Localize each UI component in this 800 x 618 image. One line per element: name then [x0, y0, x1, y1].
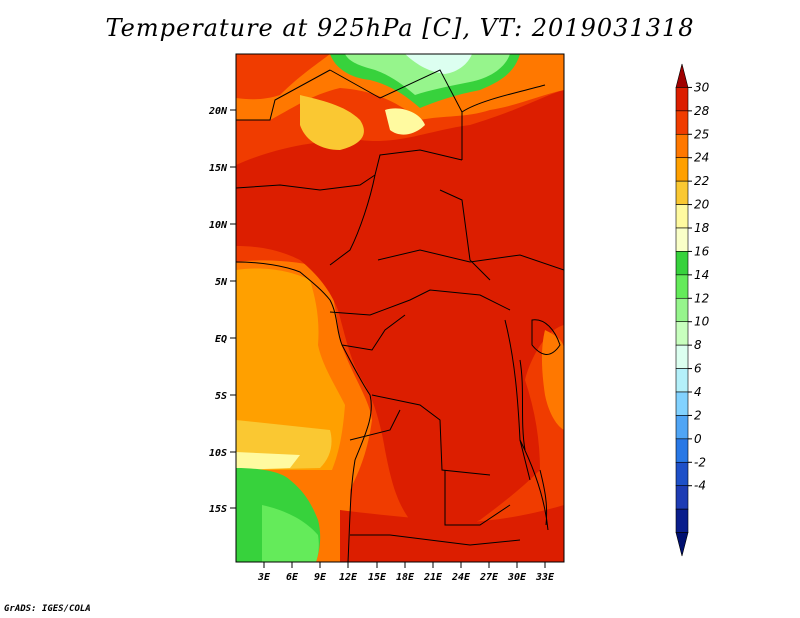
field-darkred-south	[340, 505, 564, 562]
colorbar-swatch	[675, 508, 689, 533]
colorbar-label: 8	[694, 338, 702, 352]
border-2	[329, 69, 463, 160]
lat-label: 10S	[209, 448, 227, 459]
colorbar-label: 12	[694, 291, 709, 305]
border-12	[504, 319, 531, 481]
border-9	[341, 314, 406, 351]
field-light-orange-west	[236, 268, 345, 470]
lat-label: 5N	[215, 277, 228, 288]
lon-label: 15E	[368, 572, 387, 583]
field-orange-east	[541, 330, 564, 430]
colorbar-swatch	[675, 415, 689, 440]
lon-label: 21E	[423, 572, 443, 583]
colorbar-label: 16	[694, 244, 710, 258]
colorbar-swatch	[675, 461, 689, 487]
colorbar-swatch	[675, 532, 689, 557]
field-redorange-nw	[236, 54, 330, 100]
colorbar-label: 22	[694, 174, 709, 188]
colorbar-swatch	[675, 227, 689, 252]
lat-label: 15S	[209, 504, 227, 515]
border-4	[236, 149, 463, 191]
colorbar-label: 6	[694, 362, 702, 376]
colorbar-label: 30	[694, 80, 710, 94]
temperature-field	[236, 54, 564, 562]
lon-label: 27E	[479, 572, 499, 583]
colorbar-swatch	[675, 274, 689, 299]
border-6	[439, 189, 491, 281]
colorbar-swatch	[675, 321, 689, 346]
colorbar-swatch	[675, 204, 689, 229]
field-pale-yellow-west	[236, 452, 300, 470]
colorbar-label: 14	[694, 268, 709, 282]
border-14	[350, 534, 521, 546]
lon-label: 33E	[535, 572, 555, 583]
colorbar-label: 28	[694, 104, 710, 118]
border-7	[377, 249, 564, 271]
map-frame	[235, 53, 565, 563]
lat-label: 20N	[208, 106, 228, 117]
colorbar-label: 24	[694, 151, 709, 165]
colorbar-swatch	[675, 368, 689, 393]
colorbar-swatch	[675, 110, 689, 135]
colorbar-swatch	[675, 344, 689, 369]
lat-label: 5S	[215, 391, 227, 402]
colorbar-label: 20	[694, 198, 710, 212]
colorbar-label: -2	[694, 455, 706, 469]
field-yellow-north	[300, 95, 364, 150]
border-3	[461, 84, 546, 113]
lon-label: 3E	[257, 572, 271, 583]
lat-labels: 20N 15N 10N 5N EQ 5S 10S 15S	[208, 106, 228, 515]
border-5	[329, 174, 376, 266]
border-13	[444, 470, 511, 526]
colorbar-label: -4	[694, 479, 706, 493]
borders	[236, 69, 564, 562]
lake-tanganyika	[519, 359, 526, 451]
colorbar-label: 25	[694, 127, 709, 141]
lon-label: 9E	[314, 572, 327, 583]
colorbar-label: 10	[694, 315, 710, 329]
lon-label: 6E	[286, 572, 299, 583]
colorbar-swatch	[675, 133, 689, 159]
lat-label: EQ	[215, 334, 227, 345]
lon-label: 30E	[507, 572, 527, 583]
field-lightgreen-sw	[262, 505, 319, 562]
colorbar-label: 4	[694, 385, 702, 399]
field-cyan-north	[405, 54, 472, 74]
colorbar-swatch	[675, 297, 689, 323]
colorbar-swatch	[675, 251, 689, 276]
colorbar-label: 0	[694, 432, 702, 446]
colorbar-swatch	[675, 180, 689, 205]
border-11	[349, 409, 401, 441]
field-lightgreen-north	[345, 54, 510, 95]
colorbar-swatch	[675, 157, 689, 182]
field-darkred-core	[236, 90, 564, 528]
lon-label: 24E	[451, 572, 471, 583]
border-1	[236, 69, 331, 121]
chart-title: Temperature at 925hPa [C], VT: 201903131…	[105, 14, 695, 42]
lat-ticks	[230, 109, 236, 509]
lat-label: 15N	[209, 163, 228, 174]
lon-labels: 3E 6E 9E 12E 15E 18E 21E 24E 27E 30E 33E	[257, 572, 555, 583]
colorbar-label: 18	[694, 221, 710, 235]
colorbar-swatch	[675, 87, 689, 112]
coastline-west	[236, 261, 372, 562]
grads-credit: GrADS: IGES/COLA	[4, 604, 91, 614]
lon-ticks	[263, 562, 546, 568]
lake-malawi	[539, 469, 548, 526]
field-pale-north	[385, 108, 425, 135]
colorbar-label: 2	[694, 408, 702, 422]
colorbar-swatch	[675, 391, 689, 416]
colorbar-swatch	[675, 438, 689, 463]
border-10	[371, 394, 491, 476]
lon-label: 12E	[339, 572, 358, 583]
colorbar-swatch	[675, 63, 689, 88]
lon-label: 18E	[396, 572, 415, 583]
border-8	[329, 289, 511, 316]
lat-label: 10N	[209, 220, 228, 231]
lake-victoria	[531, 319, 561, 355]
colorbar-swatch	[675, 485, 689, 510]
